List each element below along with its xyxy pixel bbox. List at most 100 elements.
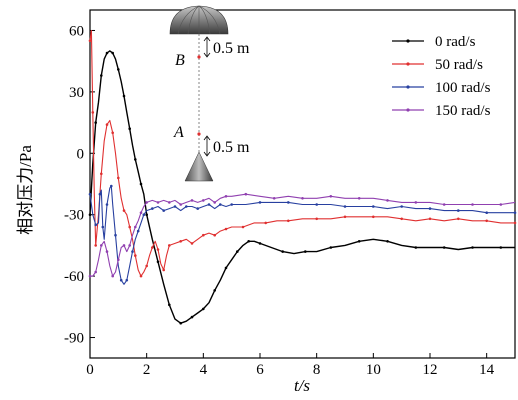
data-point xyxy=(134,225,137,229)
data-point xyxy=(173,205,177,208)
data-point xyxy=(105,203,109,206)
legend-label: 150 rad/s xyxy=(435,103,491,119)
data-point xyxy=(386,199,389,202)
data-point xyxy=(471,203,474,206)
distance-a-label: 0.5 m xyxy=(213,139,250,156)
data-point xyxy=(94,270,97,274)
data-point xyxy=(457,217,460,221)
data-point xyxy=(105,51,109,55)
data-point xyxy=(471,246,474,249)
data-point xyxy=(400,217,404,221)
data-point xyxy=(117,258,120,262)
probe-point-b-marker xyxy=(197,55,201,59)
data-point xyxy=(156,248,160,251)
data-point xyxy=(168,303,171,307)
data-point xyxy=(202,307,205,311)
data-point xyxy=(196,207,199,210)
data-point xyxy=(213,233,216,237)
data-point xyxy=(139,274,143,278)
point-b-label: B xyxy=(175,52,185,69)
y-tick-label: -60 xyxy=(64,269,84,285)
data-point xyxy=(281,250,285,253)
legend-marker xyxy=(406,108,410,112)
data-point xyxy=(224,227,228,231)
x-tick-label: 2 xyxy=(143,362,151,378)
data-point xyxy=(162,209,165,212)
data-point xyxy=(94,244,97,247)
data-point xyxy=(179,240,182,243)
data-point xyxy=(372,215,375,219)
data-point xyxy=(179,203,182,206)
data-point xyxy=(128,244,131,247)
data-point xyxy=(224,266,228,270)
data-point xyxy=(168,201,171,204)
data-point xyxy=(185,205,188,208)
data-point xyxy=(98,192,102,196)
data-point xyxy=(122,244,126,247)
x-tick-label: 4 xyxy=(200,362,208,378)
data-point xyxy=(190,242,194,245)
data-point xyxy=(428,207,432,210)
data-point xyxy=(219,203,222,206)
data-point xyxy=(125,278,129,282)
series-1 xyxy=(88,29,517,278)
data-point xyxy=(190,199,194,202)
data-point xyxy=(114,233,117,237)
data-point xyxy=(131,250,134,253)
x-tick-label: 10 xyxy=(366,362,381,378)
data-point xyxy=(513,221,517,225)
x-tick-label: 0 xyxy=(86,362,94,378)
data-point xyxy=(414,246,418,249)
y-axis-title: 相对压力/Pa xyxy=(16,145,35,235)
data-point xyxy=(145,264,148,268)
data-point xyxy=(88,274,92,278)
data-point xyxy=(414,201,418,204)
data-point xyxy=(329,195,333,198)
data-point xyxy=(128,127,131,130)
dimension-a-arrowheads xyxy=(203,135,211,157)
data-point xyxy=(272,197,276,200)
y-tick-label: 30 xyxy=(69,85,84,101)
probe-point-a-marker xyxy=(197,132,201,136)
data-point xyxy=(94,121,97,124)
data-point xyxy=(343,215,347,219)
data-point xyxy=(442,203,446,206)
data-point xyxy=(428,217,432,221)
series-0 xyxy=(88,50,515,325)
data-point xyxy=(91,111,95,114)
legend-label: 100 rad/s xyxy=(435,80,491,96)
parachute-canopy-ribs xyxy=(177,5,221,35)
data-point xyxy=(88,39,92,42)
data-point xyxy=(139,182,143,186)
data-point xyxy=(119,278,123,282)
data-point xyxy=(315,203,319,206)
dimension-b-arrowheads xyxy=(203,36,211,58)
y-tick-label: -90 xyxy=(64,331,84,347)
data-point xyxy=(117,68,120,71)
data-point xyxy=(357,240,361,243)
data-point xyxy=(88,213,92,216)
legend: 0 rad/s 50 rad/s 100 rad/s 150 rad/s xyxy=(392,34,491,119)
data-point xyxy=(372,205,375,208)
data-point xyxy=(213,289,216,292)
data-point xyxy=(139,211,143,214)
y-axis: 60 30 0 -30 -60 -90 xyxy=(64,23,95,347)
legend-marker xyxy=(406,62,410,66)
data-point xyxy=(94,223,97,227)
data-point xyxy=(117,176,120,180)
data-point xyxy=(179,321,182,325)
series-layer xyxy=(88,29,517,325)
data-point xyxy=(442,246,446,249)
data-point xyxy=(513,211,517,214)
series-line xyxy=(89,29,515,277)
data-point xyxy=(244,192,248,196)
data-point xyxy=(230,203,233,206)
data-point xyxy=(134,254,137,257)
x-tick-label: 8 xyxy=(313,362,321,378)
data-point xyxy=(304,250,307,253)
legend-marker xyxy=(406,85,410,89)
data-point xyxy=(287,201,290,204)
data-point xyxy=(151,246,154,249)
payload-cone-icon xyxy=(184,151,214,182)
data-point xyxy=(101,225,105,229)
